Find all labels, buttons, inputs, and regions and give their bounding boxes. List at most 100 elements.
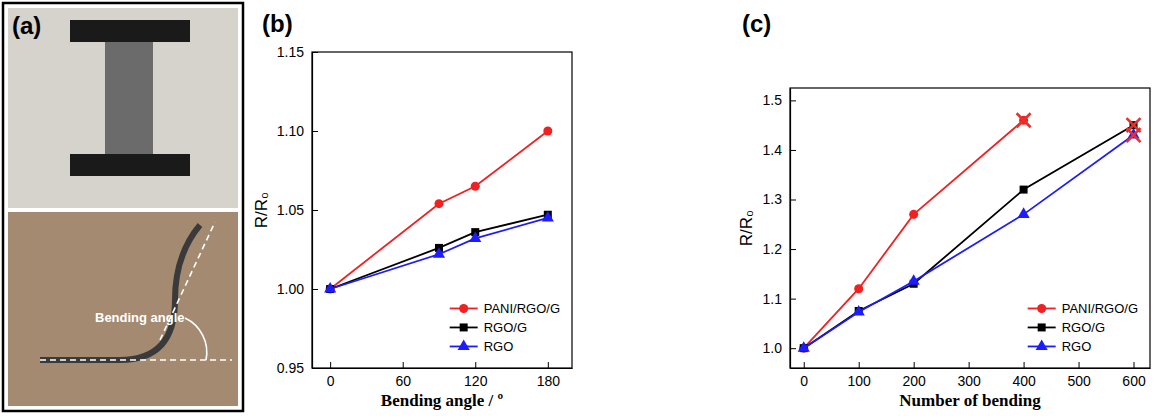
- x-tick-label: 500: [1067, 373, 1091, 389]
- chart-panel: 0 100 200 300 400 500 600 1.0 1.1 1.2 1.3 1.4 1.5 Num…: [737, 10, 1150, 410]
- x-tick-mark: [403, 362, 404, 368]
- panel-frame: [3, 3, 243, 411]
- series-marker: [908, 274, 920, 285]
- series-marker: [798, 341, 810, 352]
- x-tick: 600: [1122, 362, 1146, 389]
- x-tick: 400: [1012, 362, 1036, 389]
- x-tick-mark: [475, 362, 476, 368]
- y-axis: 1.0 1.1 1.2 1.3 1.4 1.5: [763, 89, 796, 369]
- legend-label: RGO: [1062, 339, 1092, 354]
- y-tick-label: 1.00: [277, 281, 304, 297]
- x-tick-mark: [859, 362, 860, 368]
- y-tick: 1.2: [763, 241, 796, 257]
- series-line: [804, 135, 1134, 348]
- y-tick-label: 1.1: [763, 291, 783, 307]
- y-tick-label: 1.5: [763, 92, 783, 108]
- series-marker: [469, 231, 481, 242]
- y-tick: 1.15: [277, 44, 318, 60]
- series-line: [330, 218, 548, 289]
- y-tick-label: 1.3: [763, 191, 783, 207]
- x-tick: 0: [327, 362, 335, 389]
- plot-frame: [790, 88, 1150, 368]
- series-marker: [324, 282, 336, 293]
- x-axis-line: [791, 368, 1151, 369]
- y-axis: 0.95 1.00 1.05 1.10 1.15: [277, 44, 318, 376]
- y-tick: 1.1: [763, 291, 796, 307]
- y-tick-label: 1.2: [763, 241, 783, 257]
- y-tick: 1.4: [763, 142, 796, 158]
- y-tick-label: 1.10: [277, 123, 304, 139]
- y-tick-mark: [790, 200, 796, 201]
- legend-label: RGO: [484, 339, 514, 354]
- x-tick-label: 400: [1012, 373, 1036, 389]
- x-tick: 300: [957, 362, 981, 389]
- y-tick-mark: [312, 368, 318, 369]
- y-axis-line: [790, 89, 791, 369]
- legend-label: PANI/RGO/G: [1062, 301, 1138, 316]
- series-line: [330, 131, 548, 289]
- x-tick-label: 300: [957, 373, 981, 389]
- legend-swatch-marker: [1038, 323, 1046, 331]
- photo-clip: [70, 20, 190, 42]
- x-tick-mark: [330, 362, 331, 368]
- y-tick-mark: [312, 289, 318, 290]
- x-tick-label: 100: [848, 373, 872, 389]
- y-tick: 0.95: [277, 360, 318, 376]
- x-tick: 500: [1067, 362, 1091, 389]
- x-tick-mark: [969, 362, 970, 368]
- series-marker: [434, 199, 443, 208]
- series-marker: [854, 284, 863, 293]
- y-tick: 1.5: [763, 92, 796, 108]
- photo-panel: Bending angle(a): [3, 3, 243, 411]
- y-tick-mark: [790, 100, 796, 101]
- legend: PANI/RGO/G RGO/G RGO: [1028, 301, 1138, 354]
- y-tick: 1.05: [277, 202, 318, 218]
- y-tick-label: 1.05: [277, 202, 304, 218]
- photo-clip: [70, 154, 190, 176]
- legend-label: PANI/RGO/G: [484, 301, 560, 316]
- y-tick-mark: [790, 249, 796, 250]
- legend-swatch-marker: [1036, 339, 1048, 350]
- x-tick-label: 0: [327, 373, 335, 389]
- x-axis: 0 100 200 300 400 500 600: [791, 362, 1151, 389]
- legend-swatch-marker: [460, 323, 468, 331]
- panel-label: (a): [12, 12, 41, 39]
- series-line: [330, 215, 548, 289]
- legend-label: RGO/G: [484, 320, 527, 335]
- legend: PANI/RGO/G RGO/G RGO: [450, 301, 560, 354]
- angle-arc: [185, 318, 207, 360]
- photo-bottom: [8, 212, 238, 406]
- legend-swatch-marker: [1037, 304, 1046, 313]
- legend-item: RGO: [1028, 339, 1092, 354]
- y-tick-label: 1.15: [277, 44, 304, 60]
- x-tick: 0: [800, 362, 808, 389]
- figure: Bending angle(a)0601201800.951.001.051.1…: [0, 0, 1163, 416]
- x-tick: 120: [464, 362, 488, 389]
- x-axis: 0 60 120 180: [313, 362, 573, 389]
- y-tick-mark: [312, 210, 318, 211]
- y-tick-mark: [312, 52, 318, 53]
- plot-frame: [312, 52, 572, 368]
- y-axis-title: R/R₀: [252, 192, 271, 228]
- x-tick-label: 0: [800, 373, 808, 389]
- legend-item: PANI/RGO/G: [450, 301, 560, 316]
- panel-label: (b): [262, 10, 293, 37]
- x-tick-mark: [1079, 362, 1080, 368]
- x-tick: 100: [848, 362, 872, 389]
- plot-area: [324, 126, 554, 293]
- legend-label: RGO/G: [1062, 320, 1105, 335]
- y-tick-label: 1.0: [763, 340, 783, 356]
- x-axis-title: Number of bending: [899, 391, 1041, 410]
- series-marker: [433, 247, 445, 258]
- x-axis-title: Bending angle / º: [381, 391, 504, 410]
- photo-sample-bent: [40, 225, 200, 360]
- y-axis-title: R/R₀: [737, 210, 756, 246]
- panel-label: (c): [742, 10, 771, 37]
- photo-sample: [105, 42, 153, 154]
- plot-area: [798, 113, 1141, 352]
- x-tick-label: 60: [395, 373, 411, 389]
- failure-marker: [1127, 128, 1141, 142]
- y-tick-mark: [790, 348, 796, 349]
- x-tick-label: 200: [902, 373, 926, 389]
- x-tick: 180: [537, 362, 561, 389]
